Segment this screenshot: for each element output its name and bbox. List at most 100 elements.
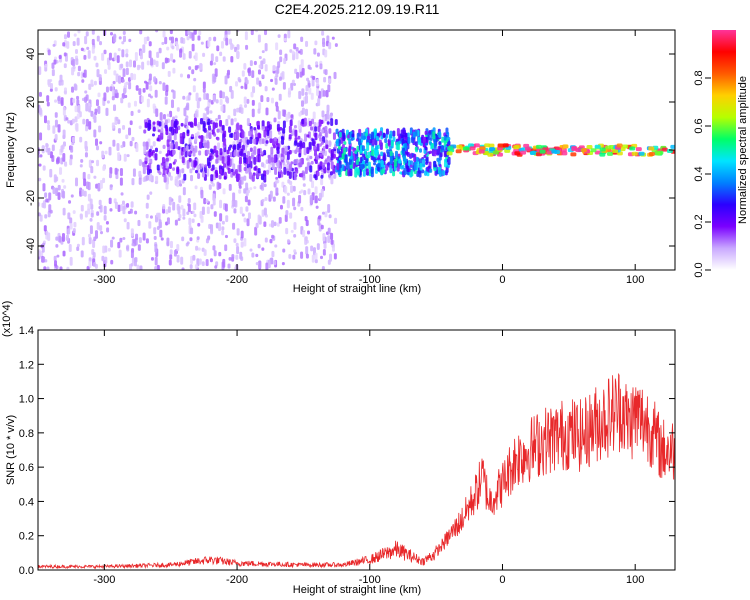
heatmap-cell-1760 [249, 136, 253, 144]
heatmap-cell-494 [254, 129, 258, 134]
heatmap-cell-1364 [73, 83, 77, 91]
heatmap-cell-1030 [114, 167, 118, 175]
heatmap-cell-469 [126, 154, 130, 158]
heatmap-cell-597 [75, 177, 79, 187]
heatmap-cell-1850 [226, 149, 230, 155]
heatmap-cell-902 [126, 203, 130, 208]
heatmap-cell-1580 [249, 147, 253, 153]
heatmap-cell-1698 [181, 156, 185, 164]
heatmap-cell-414 [136, 264, 140, 270]
heatmap-cell-1513 [157, 129, 161, 133]
heatmap-cell-892 [278, 93, 282, 101]
heatmap-cell-888 [273, 117, 277, 123]
y-tick-label-3: 20 [25, 96, 37, 108]
heatmap-cell-384 [76, 243, 80, 248]
heatmap-cell-1857 [213, 145, 217, 151]
heatmap-cell-737 [153, 76, 157, 83]
heatmap-cell-833 [315, 61, 319, 66]
heatmap-cell-686 [202, 52, 206, 57]
heatmap-cell-2384 [380, 151, 384, 157]
heatmap-cell-1033 [174, 219, 178, 226]
heatmap-cell-0 [232, 192, 236, 202]
heatmap-cell-1778 [158, 121, 162, 127]
heatmap-cell-1816 [324, 159, 328, 165]
heatmap-cell-1655 [206, 149, 210, 155]
heatmap-cell-1130 [76, 113, 80, 120]
heatmap-cell-413 [92, 239, 96, 248]
heatmap-cell-845 [158, 219, 162, 229]
heatmap-cell-940 [154, 89, 158, 98]
heatmap-cell-2275 [347, 134, 351, 139]
heatmap-cell-2197 [405, 151, 409, 156]
y-tick-label-1: 0.2 [19, 531, 34, 543]
heatmap-cell-1104 [285, 113, 289, 123]
heatmap-cell-791 [75, 123, 79, 132]
heatmap-cell-2526 [535, 144, 542, 149]
heatmap-cell-775 [91, 38, 95, 45]
heatmap-cell-742 [181, 168, 185, 174]
heatmap-cell-1849 [270, 146, 274, 155]
heatmap-cell-1234 [148, 93, 152, 98]
heatmap-cell-1828 [273, 154, 277, 164]
heatmap-cell-2361 [362, 153, 366, 158]
heatmap-cell-2394 [355, 159, 359, 165]
heatmap-cell-1560 [271, 161, 275, 170]
heatmap-cell-2259 [389, 155, 393, 165]
heatmap-cell-1823 [186, 129, 190, 134]
heatmap-cell-2058 [377, 154, 381, 162]
heatmap-cell-2255 [380, 159, 384, 168]
heatmap-cell-1282 [186, 35, 190, 41]
heatmap-cell-96 [101, 150, 105, 159]
heatmap-cell-1695 [329, 171, 333, 176]
heatmap-cell-779 [283, 109, 287, 117]
heatmap-cell-367 [249, 187, 253, 191]
heatmap-cell-394 [118, 36, 122, 40]
heatmap-cell-287 [197, 247, 201, 251]
heatmap-cell-859 [38, 202, 41, 207]
heatmap-cell-2104 [441, 136, 445, 143]
heatmap-cell-974 [312, 75, 316, 81]
heatmap-cell-1969 [418, 169, 422, 178]
snr-panel: -300 -200 -100 0 100 0.0 0.2 0.4 0.6 0.8 1.0 1.2 1.… [1, 301, 676, 596]
heatmap-cell-1117 [265, 159, 269, 165]
heatmap-cell-913 [313, 122, 317, 127]
heatmap-cell-2346 [433, 141, 437, 150]
heatmap-cell-1120 [293, 124, 297, 129]
heatmap-cell-689 [122, 35, 126, 43]
heatmap-cell-1128 [165, 84, 169, 92]
heatmap-cell-927 [96, 221, 100, 230]
heatmap-cell-1200 [129, 140, 133, 147]
heatmap-cell-237 [69, 256, 73, 266]
heatmap-cell-1216 [202, 88, 206, 93]
heatmap-cell-704 [96, 159, 100, 167]
heatmap-cell-711 [167, 206, 171, 213]
heatmap-cell-1397 [85, 102, 89, 112]
heatmap-cell-1034 [187, 30, 191, 36]
heatmap-cell-1846 [223, 137, 227, 146]
heatmap-cell-1239 [104, 256, 108, 264]
heatmap-cell-741 [200, 41, 204, 45]
heatmap-cell-371 [117, 119, 121, 125]
heatmap-cell-1481 [228, 126, 232, 133]
heatmap-cell-2028 [425, 157, 429, 163]
heatmap-cell-1285 [138, 88, 142, 96]
colorbar-swatch [712, 30, 736, 270]
heatmap-cell-2382 [380, 169, 384, 175]
heatmap-cell-1363 [277, 34, 281, 38]
heatmap-cell-585 [38, 91, 42, 97]
heatmap-cell-2535 [529, 151, 536, 156]
heatmap-cell-122 [38, 177, 42, 182]
heatmap-cell-1554 [295, 147, 299, 153]
y-tick-label-2: 0 [25, 147, 37, 153]
heatmap-cell-1690 [154, 153, 158, 161]
heatmap-cell-967 [57, 96, 61, 102]
heatmap-cell-1789 [294, 140, 298, 146]
heatmap-cell-584 [61, 232, 65, 242]
heatmap-cell-1811 [288, 171, 292, 180]
heatmap-cell-769 [96, 211, 100, 216]
heatmap-cell-1027 [255, 30, 259, 33]
heatmap-cell-880 [130, 228, 134, 237]
snr-y-multiplier: (x10^4) [1, 301, 13, 337]
x-tick-label-4: 100 [626, 574, 644, 586]
heatmap-cell-620 [203, 197, 207, 205]
